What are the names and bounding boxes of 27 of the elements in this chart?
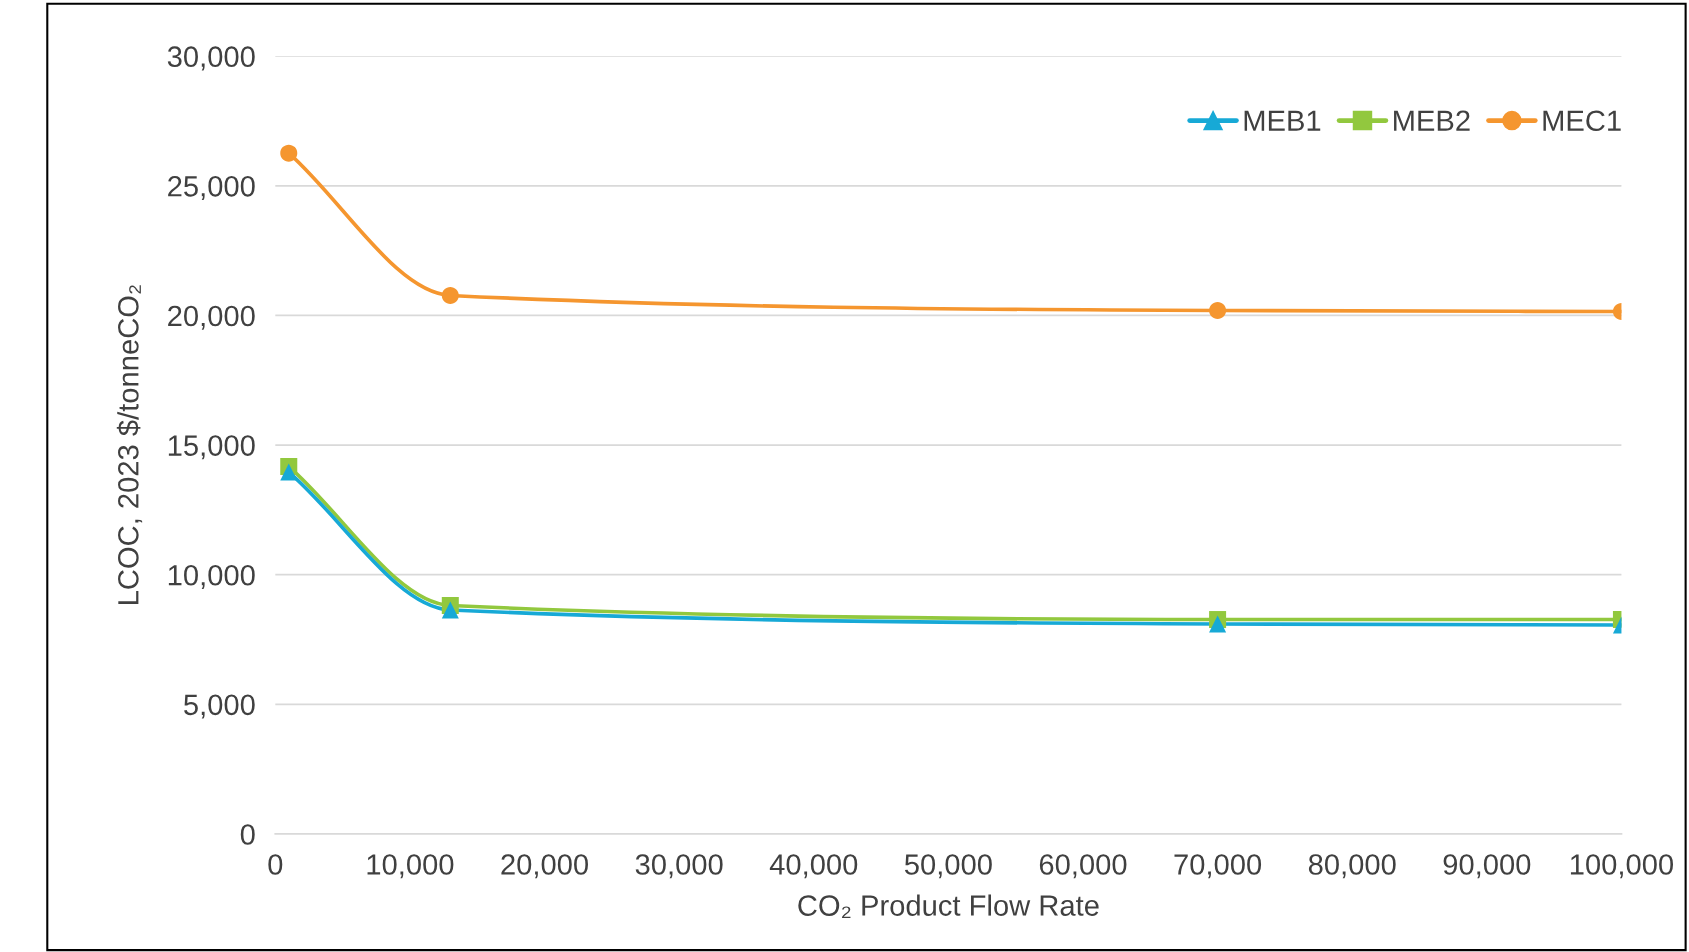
y-tick-label: 10,000: [168, 564, 255, 589]
y-tick-label: 0: [240, 824, 255, 845]
legend-label: MEC1: [1543, 110, 1621, 132]
y-tick-label: 15,000: [168, 435, 255, 460]
point: [441, 286, 459, 304]
legend-label: MEB2: [1394, 110, 1470, 131]
x-tick-label: 10,000: [367, 854, 454, 879]
y-axis-title: LCOC, 2023 $/tonneCO₂: [116, 285, 143, 604]
x-tick-label: 100,000: [1570, 854, 1674, 879]
point: [441, 601, 459, 619]
y-tick-label: 30,000: [167, 46, 255, 71]
x-tick-label: 60,000: [1039, 854, 1127, 879]
x-axis-title: CO₂ Product Flow Rate: [798, 894, 1099, 919]
point: [280, 463, 298, 481]
y-tick-label: 20,000: [168, 305, 255, 330]
point: [280, 144, 298, 162]
x-tick-label: 30,000: [635, 854, 723, 879]
y-tick-label: 5,000: [184, 694, 255, 719]
x-tick-label: 90,000: [1443, 854, 1531, 879]
legend-label: MEB1: [1244, 110, 1321, 131]
x-tick-label: 0: [268, 854, 283, 875]
x-tick-label: 80,000: [1308, 854, 1396, 879]
x-tick-label: 70,000: [1174, 854, 1262, 879]
y-tick-label: 25,000: [168, 176, 255, 201]
x-tick-label: 50,000: [904, 854, 992, 879]
x-tick-label: 40,000: [769, 854, 858, 879]
x-tick-label: 20,000: [501, 854, 588, 879]
